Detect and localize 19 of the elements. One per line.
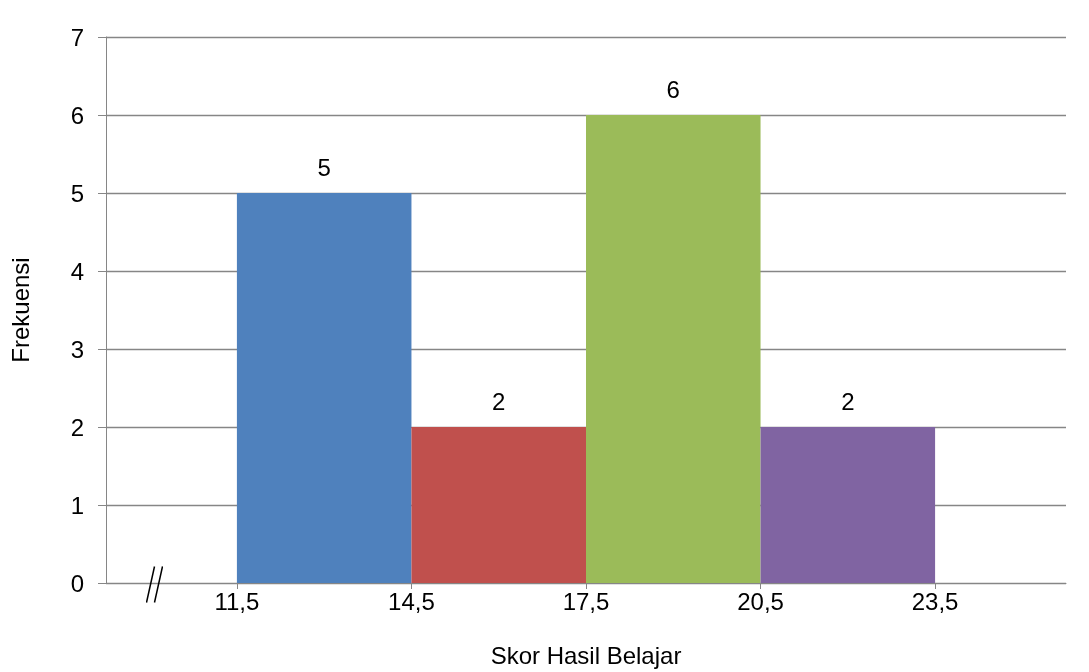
data-label: 2 [492, 387, 506, 415]
x-tick-label: 11,5 [214, 587, 260, 615]
data-label: 5 [317, 153, 331, 181]
x-tick-label: 17,5 [562, 587, 610, 615]
y-tick-label: 5 [70, 179, 84, 207]
x-tick-label: 20,5 [737, 587, 784, 615]
y-axis-title: Frekuensi [6, 257, 34, 363]
y-tick-label: 0 [70, 569, 84, 597]
x-tick-label: 14,5 [388, 587, 435, 615]
y-tick-label: 4 [70, 257, 84, 285]
x-tick-label: 23,5 [911, 587, 959, 615]
y-tick-label: 7 [70, 23, 84, 51]
y-tick-label: 3 [70, 335, 84, 363]
x-axis-title: Skor Hasil Belajar [490, 641, 682, 669]
y-tick-label: 1 [70, 491, 84, 519]
data-label: 2 [841, 387, 855, 415]
data-label: 6 [666, 75, 680, 103]
y-tick-label: 6 [70, 101, 84, 129]
y-tick-label: 2 [70, 413, 84, 441]
